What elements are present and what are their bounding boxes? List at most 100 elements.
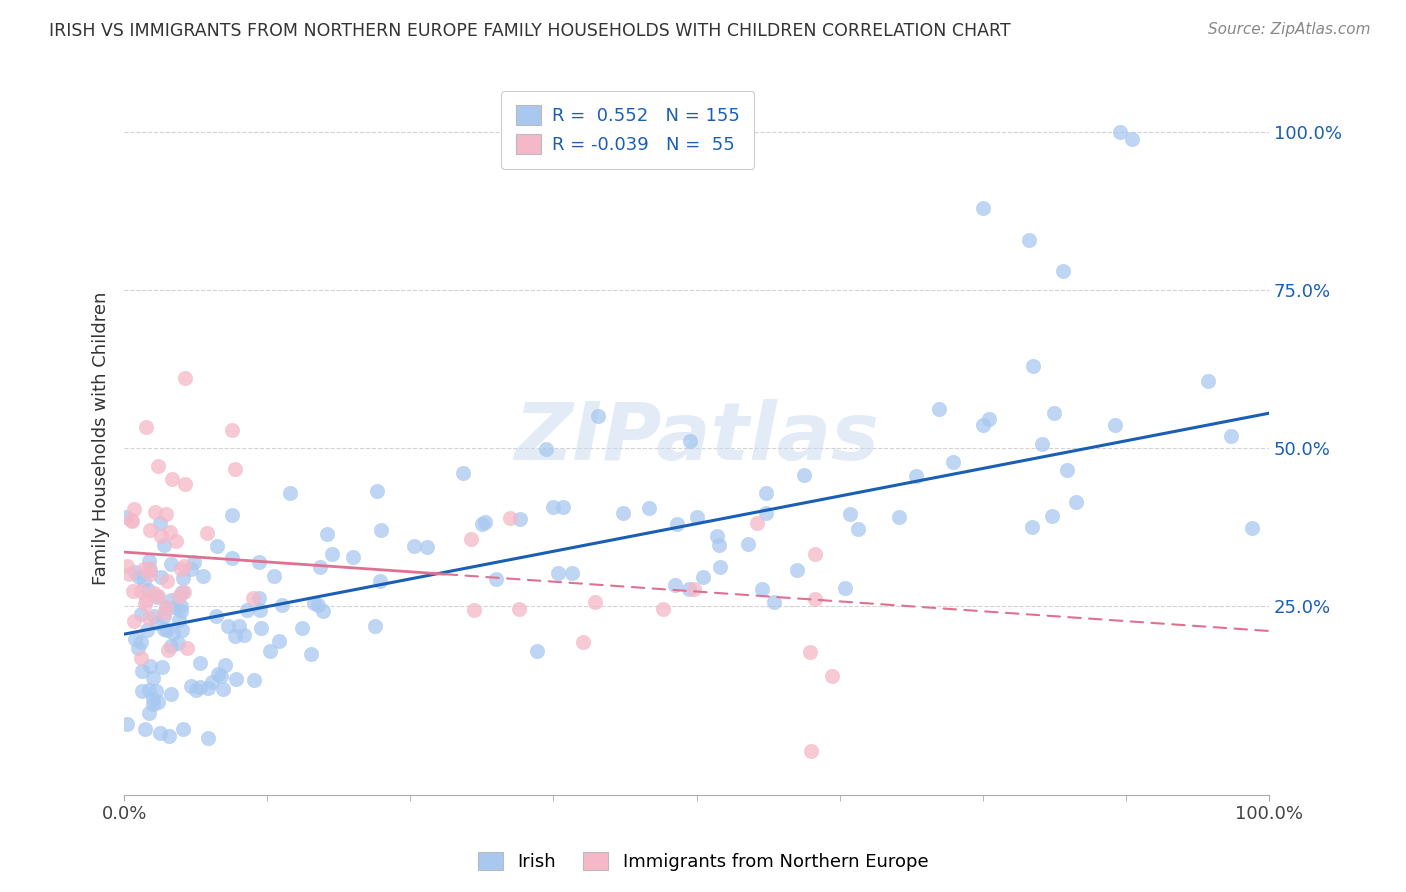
Point [236, 603, 259, 617]
Point [498, 511, 520, 525]
Point [170, 585, 193, 599]
Point [124, 565, 146, 579]
Point [131, 664, 153, 678]
Point [463, 603, 485, 617]
Point [170, 599, 193, 614]
Point [366, 483, 388, 498]
Point [232, 627, 254, 641]
Point [1064, 494, 1087, 508]
Point [129, 583, 152, 598]
Point [179, 562, 201, 576]
Point [249, 602, 271, 616]
Point [172, 722, 194, 736]
Point [263, 569, 285, 583]
Point [145, 684, 167, 698]
Point [160, 593, 183, 607]
Point [159, 525, 181, 540]
Point [928, 401, 950, 416]
Point [250, 621, 273, 635]
Y-axis label: Family Households with Children: Family Households with Children [93, 292, 110, 585]
Point [664, 578, 686, 592]
Text: IRISH VS IMMIGRANTS FROM NORTHERN EUROPE FAMILY HOUSEHOLDS WITH CHILDREN CORRELA: IRISH VS IMMIGRANTS FROM NORTHERN EUROPE… [49, 22, 1011, 40]
Point [1056, 463, 1078, 477]
Point [451, 466, 474, 480]
Point [149, 516, 172, 530]
Point [124, 501, 146, 516]
Point [180, 679, 202, 693]
Point [176, 641, 198, 656]
Point [1021, 520, 1043, 534]
Point [145, 591, 167, 605]
Point [169, 589, 191, 603]
Point [183, 555, 205, 569]
Point [904, 469, 927, 483]
Point [309, 560, 332, 574]
Point [139, 523, 162, 537]
Point [212, 682, 235, 697]
Point [204, 609, 226, 624]
Point [509, 512, 531, 526]
Point [134, 597, 156, 611]
Point [972, 418, 994, 433]
Point [474, 515, 496, 529]
Point [149, 726, 172, 740]
Point [221, 551, 243, 566]
Point [1241, 521, 1264, 535]
Point [138, 560, 160, 574]
Point [370, 574, 392, 589]
Point [165, 534, 187, 549]
Point [124, 614, 146, 628]
Point [132, 562, 155, 576]
Point [977, 411, 1000, 425]
Point [692, 570, 714, 584]
Point [170, 624, 193, 638]
Point [404, 539, 426, 553]
Point [247, 591, 270, 605]
Point [291, 621, 314, 635]
Point [793, 468, 815, 483]
Point [228, 619, 250, 633]
Point [138, 611, 160, 625]
Text: Source: ZipAtlas.com: Source: ZipAtlas.com [1208, 22, 1371, 37]
Point [416, 540, 439, 554]
Point [370, 523, 392, 537]
Point [129, 607, 152, 622]
Point [138, 706, 160, 721]
Point [1121, 131, 1143, 145]
Point [150, 660, 173, 674]
Point [136, 624, 159, 638]
Point [153, 607, 176, 621]
Point [162, 625, 184, 640]
Point [755, 506, 778, 520]
Point [709, 560, 731, 574]
Point [316, 527, 339, 541]
Point [160, 558, 183, 572]
Point [224, 629, 246, 643]
Point [131, 684, 153, 698]
Point [118, 566, 141, 581]
Point [612, 506, 634, 520]
Point [751, 582, 773, 596]
Point [120, 512, 142, 526]
Point [156, 574, 179, 588]
Point [146, 590, 169, 604]
Point [485, 573, 508, 587]
Point [678, 434, 700, 448]
Point [129, 651, 152, 665]
Point [170, 561, 193, 575]
Point [637, 500, 659, 515]
Point [321, 547, 343, 561]
Point [157, 642, 180, 657]
Point [887, 510, 910, 524]
Point [114, 509, 136, 524]
Point [184, 683, 207, 698]
Point [678, 582, 700, 597]
Point [299, 647, 322, 661]
Legend: R =  0.552   N = 155, R = -0.039   N =  55: R = 0.552 N = 155, R = -0.039 N = 55 [502, 91, 755, 169]
Point [247, 555, 270, 569]
Point [143, 608, 166, 623]
Point [135, 593, 157, 607]
Point [547, 566, 569, 580]
Point [526, 644, 548, 658]
Point [142, 691, 165, 706]
